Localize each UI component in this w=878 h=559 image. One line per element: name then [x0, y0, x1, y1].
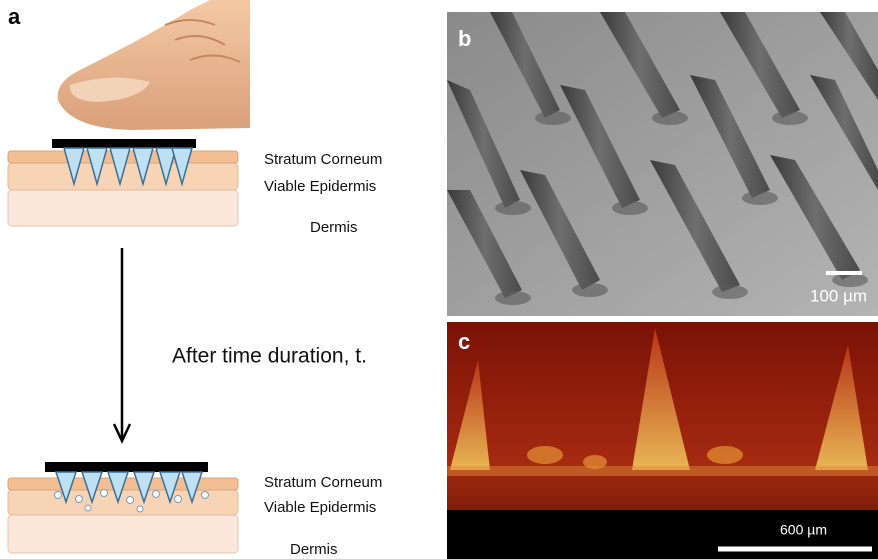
arrow [114, 248, 130, 441]
layer-label: Stratum Corneum [264, 151, 382, 168]
scale-bar-label: 100 µm [810, 286, 867, 305]
sem-image [447, 12, 878, 316]
layer-label: Viable Epidermis [264, 178, 376, 195]
panel-label: a [8, 4, 21, 29]
layer-label: Viable Epidermis [264, 499, 376, 516]
layer-label: Dermis [290, 541, 338, 558]
layer-label: Stratum Corneum [264, 474, 382, 491]
finger [58, 0, 250, 130]
skin-after [8, 462, 238, 553]
panel-label: b [458, 26, 471, 51]
panel-label: c [458, 329, 470, 354]
scale-bar-label: 600 µm [780, 522, 827, 538]
transition-text: After time duration, t. [172, 345, 367, 368]
figure: a Stratum Corneum Viable Epidermis Dermi… [0, 0, 878, 559]
layer-label: Dermis [310, 219, 358, 236]
skin-before [8, 139, 238, 226]
